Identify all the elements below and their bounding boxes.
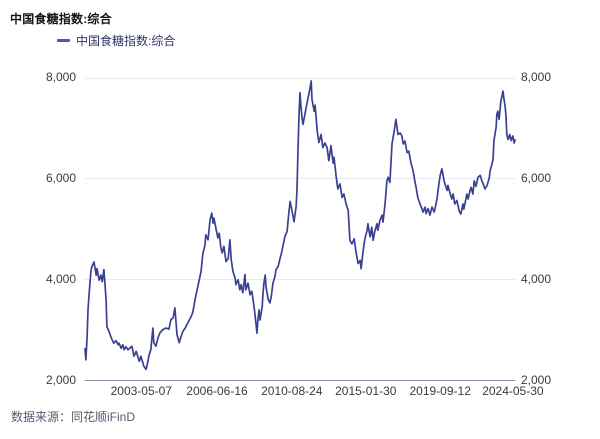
x-axis-label-5: 2019-09-12 [409,384,471,398]
x-axis-line [85,380,515,381]
gridline-6000 [85,178,515,180]
x-axis-label-6: 2024-05-30 [482,384,544,398]
data-source: 数据来源：同花顺iFinD [11,410,136,424]
gridline-4000 [85,279,515,281]
x-axis-label-2: 2006-06-16 [186,384,248,398]
y-axis-right-label-4000: 4,000 [521,271,552,286]
x-axis-label-4: 2015-01-30 [335,384,397,398]
legend-item[interactable]: 中国食糖指数:综合 [57,32,175,49]
y-axis-right-label-6000: 6,000 [521,170,552,185]
index-series-line [84,80,516,371]
gridline-8000 [85,77,515,79]
y-axis-left-label-4000: 4,000 [45,271,76,286]
y-axis-right-label-2000: 2,000 [521,372,552,387]
chart-title: 中国食糖指数:综合 [10,12,112,26]
x-axis-label-3: 2010-08-24 [261,384,323,398]
y-axis-left-label-2000: 2,000 [45,372,76,387]
y-axis-left-label-8000: 8,000 [45,70,76,84]
y-axis-right-label-8000: 8,000 [521,70,552,84]
legend-line-swatch [57,39,70,42]
x-axis-label-1: 2003-05-07 [110,384,172,398]
y-axis-left-label-6000: 6,000 [45,170,76,185]
legend-label: 中国食糖指数:综合 [76,34,176,48]
